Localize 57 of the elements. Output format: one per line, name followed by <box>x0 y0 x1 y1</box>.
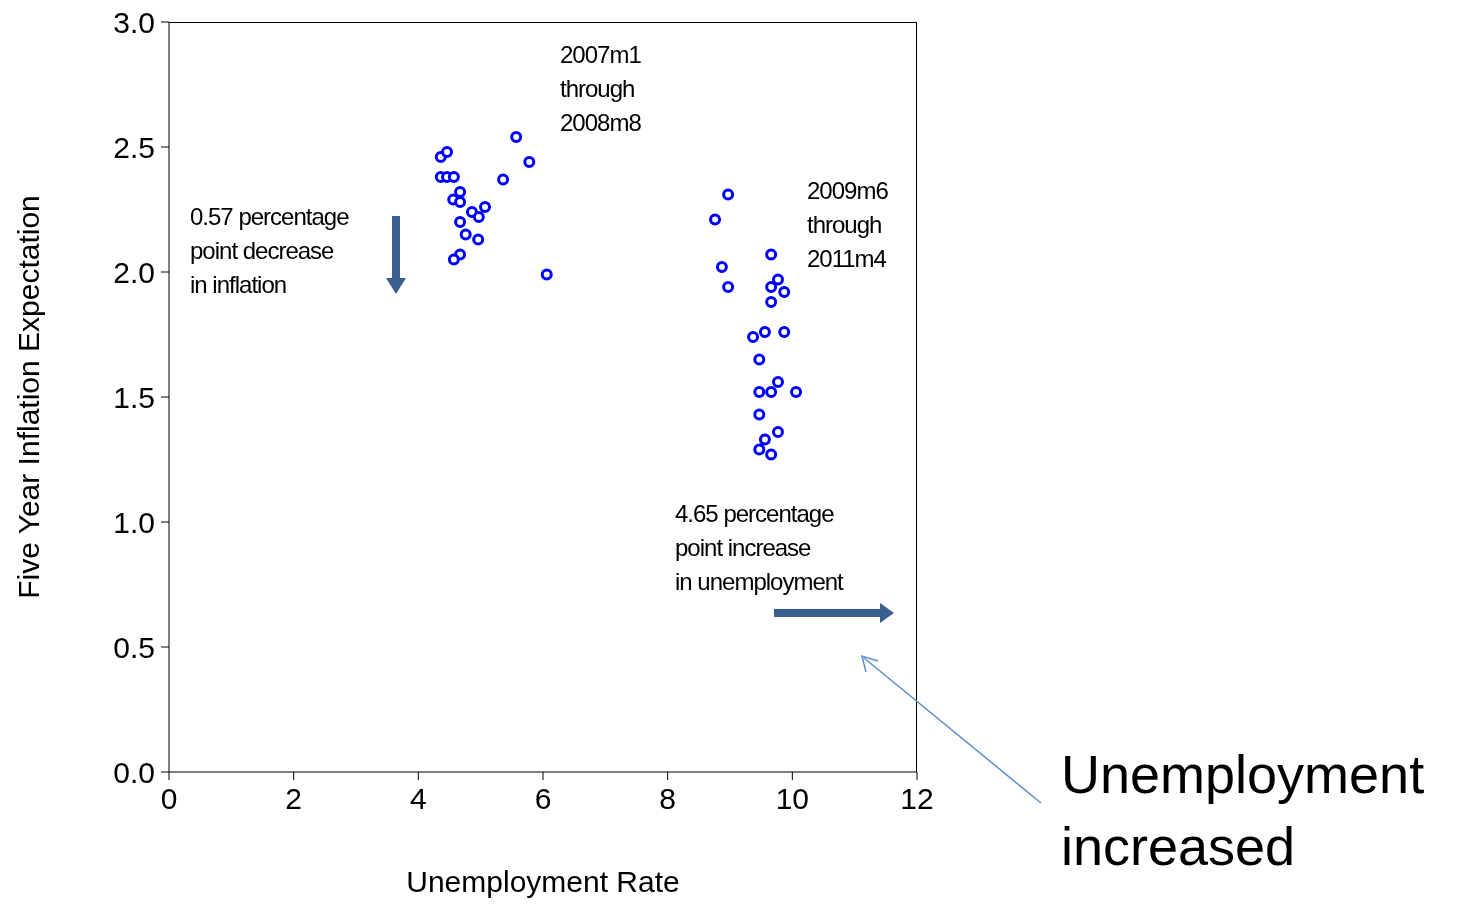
x-tick-label: 8 <box>659 782 677 816</box>
point <box>722 281 735 293</box>
point <box>753 386 766 398</box>
point <box>765 448 778 461</box>
point <box>722 188 735 201</box>
y-axis-title: Five Year Inflation Expectation <box>11 195 45 599</box>
point <box>778 326 791 338</box>
point <box>758 433 771 446</box>
y-tick-label: 3.0 <box>113 5 155 39</box>
point <box>472 211 485 223</box>
point <box>523 156 536 168</box>
point <box>715 261 728 273</box>
point <box>479 201 492 213</box>
x-axis-title: Unemployment Rate <box>406 865 680 898</box>
point <box>510 131 523 143</box>
x-tick-label: 6 <box>534 782 552 816</box>
point <box>472 233 485 246</box>
point <box>540 268 553 281</box>
point <box>753 353 766 366</box>
y-tick-label: 0.5 <box>113 630 155 664</box>
point <box>765 386 778 398</box>
point <box>459 228 472 241</box>
point <box>753 408 766 421</box>
point <box>747 331 760 343</box>
y-tick-label: 2.5 <box>113 130 155 164</box>
x-tick-label: 10 <box>775 782 810 816</box>
y-tick-label: 1.0 <box>113 505 155 539</box>
x-tick-label: 4 <box>409 782 427 816</box>
x-tick-label: 12 <box>900 782 934 816</box>
point <box>772 376 784 388</box>
y-tick-label: 1.5 <box>113 380 155 414</box>
x-tick-label: 0 <box>160 782 178 816</box>
point <box>772 273 784 286</box>
text: Unemployment increased <box>1061 743 1425 878</box>
point <box>778 286 791 298</box>
annotation: 4.65 percentage point increase in unemployment <box>675 499 843 597</box>
x-tick-label: 2 <box>285 782 303 816</box>
point <box>454 216 467 228</box>
point <box>772 426 784 438</box>
annotation: 2009m6 through 2011m4 <box>807 176 888 274</box>
point <box>454 196 467 208</box>
point <box>765 296 778 308</box>
point <box>447 253 460 266</box>
point <box>753 443 766 456</box>
point <box>497 173 510 186</box>
y-tick-label: 0.0 <box>113 755 155 789</box>
annotation: 0.57 percentage point decrease in inflation <box>190 202 349 300</box>
point <box>765 248 778 261</box>
point <box>447 171 460 183</box>
point <box>765 281 778 293</box>
point <box>454 186 467 198</box>
annotation: 2007m1 through 2008m8 <box>560 40 641 138</box>
point <box>758 326 771 338</box>
y-tick-label: 2.0 <box>113 255 155 289</box>
point <box>441 146 454 158</box>
point <box>790 386 803 398</box>
point <box>709 213 722 226</box>
